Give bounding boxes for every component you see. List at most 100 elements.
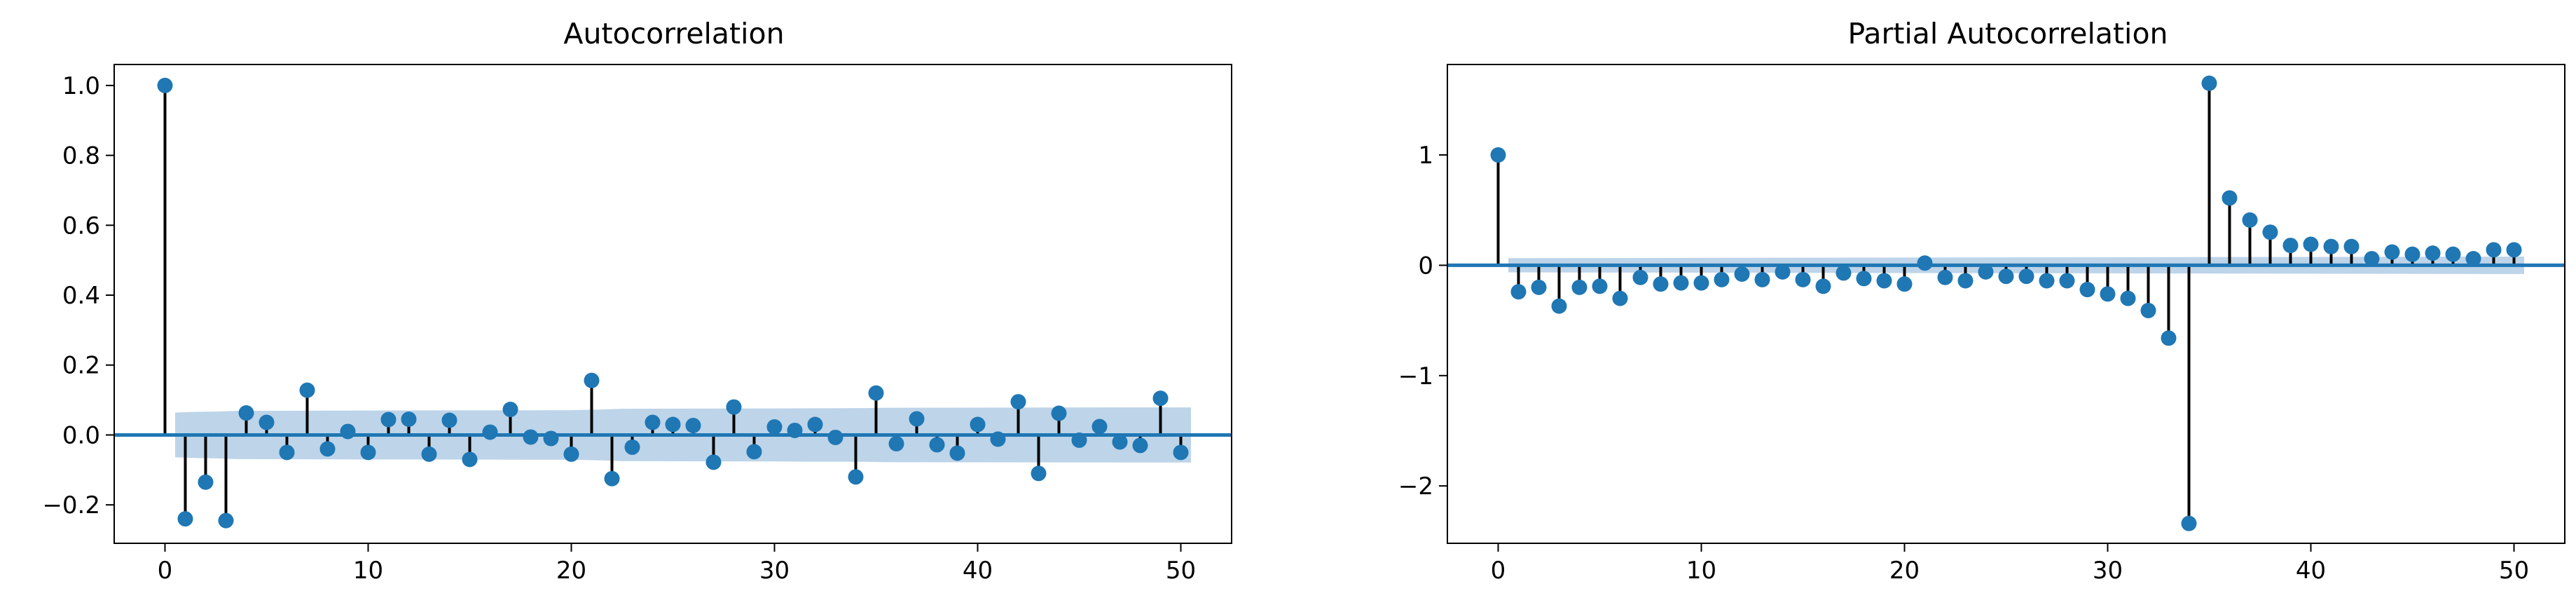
- y-tick-label: 1: [1418, 142, 1433, 170]
- data-point: [827, 429, 843, 445]
- data-point: [1876, 273, 1892, 289]
- data-point: [929, 437, 945, 453]
- data-point: [807, 416, 823, 433]
- data-point: [1071, 432, 1087, 448]
- data-point: [1531, 279, 1547, 295]
- data-point: [990, 431, 1006, 447]
- data-point: [299, 382, 315, 398]
- axes-frame: [113, 64, 1232, 544]
- data-point: [1835, 265, 1852, 281]
- y-tick-label: −2: [1398, 472, 1433, 501]
- data-point: [1937, 269, 1953, 285]
- data-point: [1132, 437, 1148, 454]
- data-point: [2404, 246, 2420, 262]
- y-tick-label: 0: [1418, 252, 1433, 280]
- data-point: [2222, 190, 2238, 206]
- data-point: [2303, 236, 2319, 252]
- data-point: [177, 511, 193, 527]
- data-point: [746, 444, 762, 460]
- data-point: [502, 402, 518, 418]
- x-tick-label: 10: [1686, 557, 1716, 585]
- data-point: [2486, 242, 2502, 258]
- data-point: [2343, 238, 2360, 254]
- data-point: [157, 77, 173, 93]
- y-tick-label: 0.0: [62, 421, 100, 449]
- data-point: [2242, 212, 2258, 228]
- data-point: [645, 414, 661, 430]
- x-tick-label: 0: [1491, 557, 1506, 585]
- data-point: [319, 441, 336, 457]
- data-point: [2140, 302, 2156, 318]
- x-tick-label: 40: [2296, 557, 2326, 585]
- data-point: [2079, 282, 2095, 298]
- data-point: [1173, 444, 1189, 461]
- data-point: [218, 512, 234, 529]
- data-point: [1795, 271, 1811, 287]
- data-point: [1714, 271, 1730, 287]
- data-point: [2120, 290, 2136, 306]
- data-point: [888, 435, 904, 451]
- data-point: [665, 416, 681, 433]
- data-point: [2201, 75, 2217, 91]
- plot-content: [1447, 75, 2565, 531]
- data-point: [238, 405, 254, 421]
- data-point: [1152, 390, 1169, 407]
- chart-title: Partial Autocorrelation: [1847, 17, 2168, 50]
- data-point: [2384, 244, 2400, 260]
- plot-content: [114, 77, 1232, 529]
- data-point: [198, 474, 214, 490]
- data-point: [1917, 255, 1933, 271]
- x-tick-label: 50: [2499, 557, 2529, 585]
- axes-frame: [1447, 64, 2565, 544]
- data-point: [1775, 264, 1791, 280]
- x-tick-label: 20: [1889, 557, 1920, 585]
- data-point: [1978, 264, 1994, 280]
- data-point: [1673, 275, 1689, 291]
- data-point: [1592, 278, 1608, 294]
- x-tick-label: 30: [2093, 557, 2123, 585]
- data-point: [563, 446, 579, 462]
- data-point: [1571, 279, 1587, 295]
- data-point: [2323, 238, 2339, 254]
- data-point: [2059, 273, 2075, 289]
- data-point: [1856, 271, 1872, 287]
- data-point: [2465, 250, 2481, 266]
- data-point: [1091, 419, 1108, 435]
- data-point: [1112, 434, 1128, 450]
- data-point: [2181, 515, 2197, 531]
- y-tick-label: −0.2: [42, 491, 100, 519]
- data-point: [705, 454, 722, 470]
- data-point: [949, 445, 965, 461]
- y-tick-label: 0.2: [62, 352, 100, 380]
- data-point: [360, 444, 376, 461]
- x-tick-label: 30: [759, 557, 790, 585]
- x-tick-label: 10: [353, 557, 383, 585]
- y-tick-label: 0.8: [62, 142, 100, 170]
- chart-title: Autocorrelation: [563, 17, 784, 50]
- data-point: [2262, 224, 2278, 240]
- data-point: [848, 469, 864, 485]
- data-point: [1051, 405, 1067, 421]
- data-point: [1734, 266, 1750, 283]
- data-point: [1998, 268, 2014, 285]
- y-tick-label: 0.6: [62, 212, 100, 240]
- data-point: [1010, 394, 1026, 410]
- data-point: [380, 412, 397, 428]
- data-point: [766, 419, 783, 435]
- data-point: [421, 446, 437, 462]
- data-point: [909, 411, 925, 427]
- data-point: [1632, 269, 1648, 285]
- data-point: [1693, 275, 1709, 291]
- plot-area: 0 10 20 30 40 50 −2 −1 0 1: [1398, 75, 2565, 585]
- data-point: [1754, 271, 1770, 287]
- data-point: [2364, 250, 2380, 266]
- data-point: [2161, 330, 2177, 346]
- data-point: [2425, 245, 2441, 261]
- y-tick-label: 0.4: [62, 282, 100, 310]
- x-tick-label: 40: [963, 557, 993, 585]
- data-point: [543, 430, 559, 447]
- data-point: [2506, 242, 2522, 258]
- data-point: [624, 439, 640, 455]
- data-point: [726, 399, 742, 415]
